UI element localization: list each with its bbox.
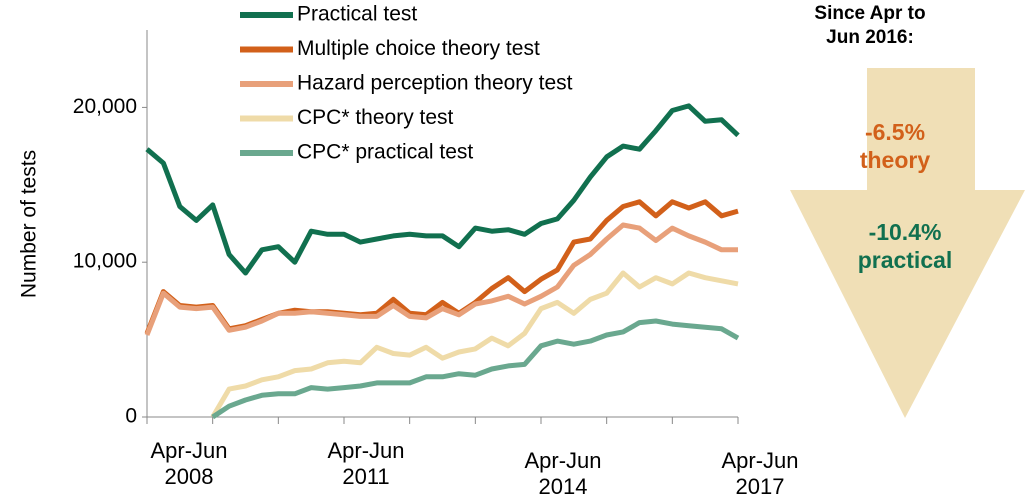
y-tick-label: 10,000 [73,250,137,273]
legend-label: Hazard perception theory test [297,72,573,95]
legend-label: Multiple choice theory test [297,37,540,60]
legend-label: CPC* theory test [297,106,454,129]
x-tick-label: Apr-Jun 2008 [150,438,228,489]
series-line [210,270,739,419]
legend-label: CPC* practical test [297,141,473,164]
arrow [790,68,1025,418]
series-line [144,222,738,336]
y-axis-title: Number of tests [18,150,41,298]
annotation: Since Apr to Jun 2016: [814,3,926,48]
series-line [211,318,740,420]
annotation: -6.5% theory [859,119,931,173]
series-line [144,199,739,335]
annotation: -10.4% practical [857,219,953,273]
series-line [145,103,740,276]
y-tick-label: 20,000 [73,95,137,118]
legend-label: Practical test [297,3,417,26]
x-tick-label: Apr-Jun 2014 [524,448,602,499]
x-tick-label: Apr-Jun 2011 [327,438,405,489]
x-tick-label: Apr-Jun 2017 [721,448,799,499]
y-tick-label: 0 [125,405,137,428]
